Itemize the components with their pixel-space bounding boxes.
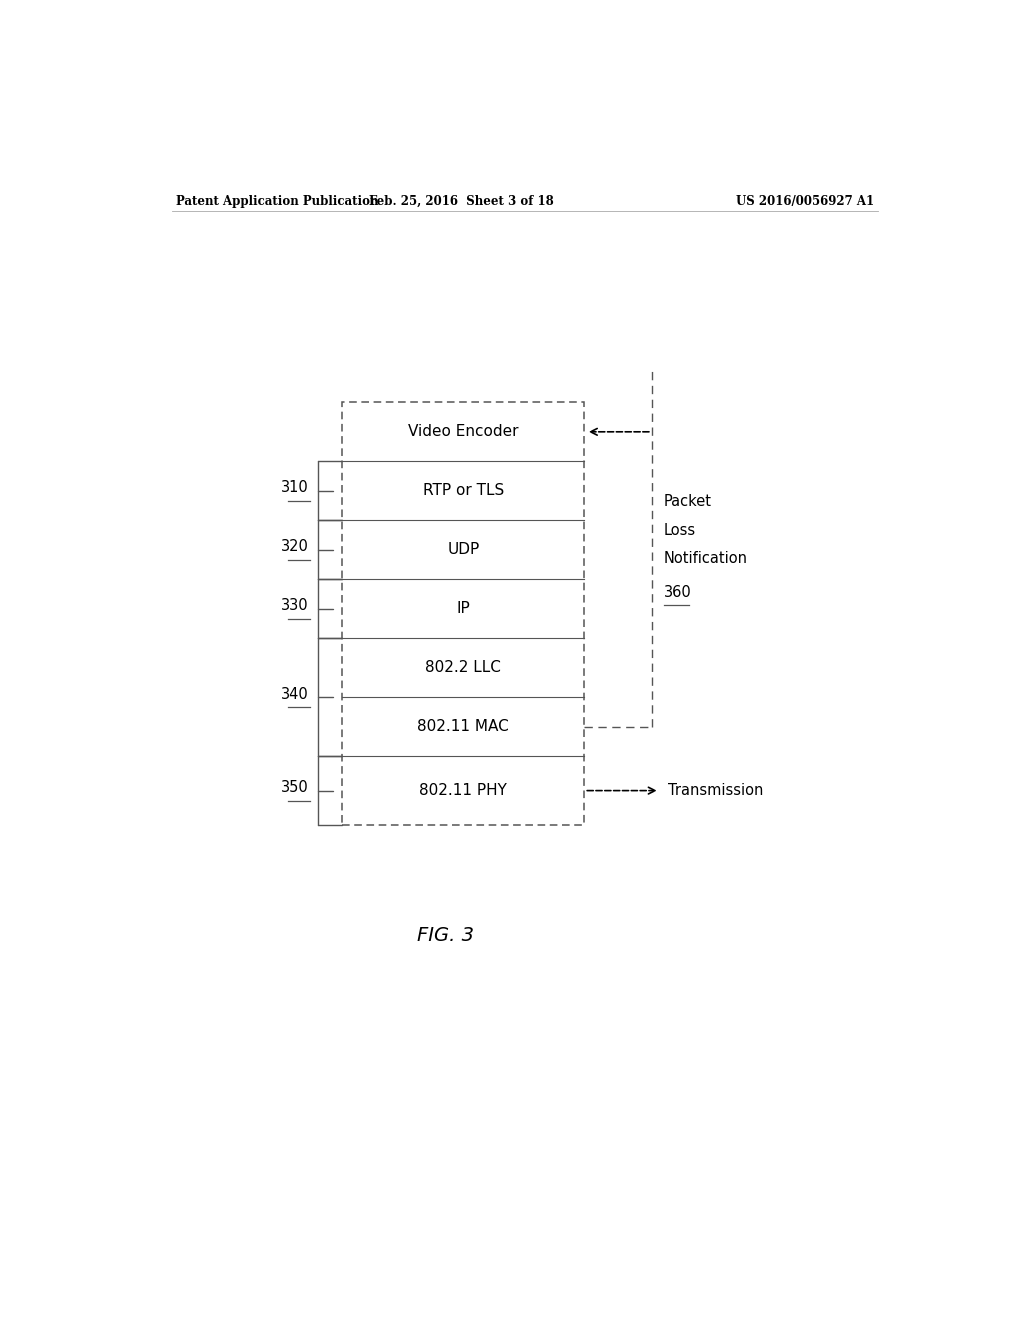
Text: IP: IP xyxy=(457,601,470,616)
Text: Notification: Notification xyxy=(664,552,748,566)
Text: US 2016/0056927 A1: US 2016/0056927 A1 xyxy=(736,194,873,207)
Bar xyxy=(342,403,585,825)
Text: FIG. 3: FIG. 3 xyxy=(417,927,474,945)
Text: Transmission: Transmission xyxy=(668,783,763,799)
Text: 320: 320 xyxy=(281,539,309,554)
Text: 340: 340 xyxy=(282,686,309,701)
Text: RTP or TLS: RTP or TLS xyxy=(423,483,504,498)
Text: 350: 350 xyxy=(282,780,309,795)
Text: 802.11 MAC: 802.11 MAC xyxy=(418,719,509,734)
Text: Packet: Packet xyxy=(664,495,712,510)
Text: 330: 330 xyxy=(282,598,309,612)
Text: 802.2 LLC: 802.2 LLC xyxy=(425,660,501,675)
Text: 360: 360 xyxy=(664,585,691,599)
Text: 802.11 PHY: 802.11 PHY xyxy=(420,783,507,799)
Text: Loss: Loss xyxy=(664,523,695,539)
Text: 310: 310 xyxy=(282,480,309,495)
Text: UDP: UDP xyxy=(447,543,479,557)
Text: Feb. 25, 2016  Sheet 3 of 18: Feb. 25, 2016 Sheet 3 of 18 xyxy=(369,194,554,207)
Text: Video Encoder: Video Encoder xyxy=(408,424,518,440)
Text: Patent Application Publication: Patent Application Publication xyxy=(176,194,378,207)
